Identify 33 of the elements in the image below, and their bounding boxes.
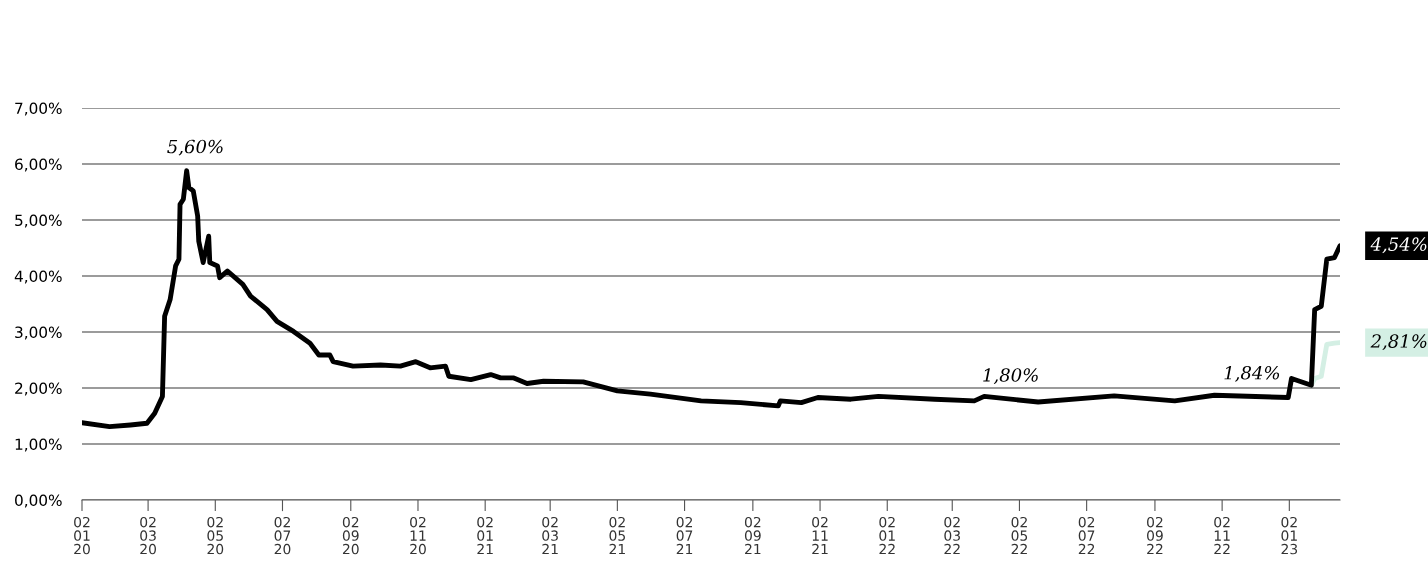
y-tick-label: 6,00% xyxy=(15,158,62,172)
x-tick-label: 02 09 20 xyxy=(342,516,359,555)
x-tick-label: 02 05 21 xyxy=(609,516,625,555)
y-tick-label: 5,00% xyxy=(15,214,62,228)
annotation: 1,80% xyxy=(983,368,1038,385)
x-tick-label: 02 11 21 xyxy=(812,516,828,555)
x-tick-label: 02 01 20 xyxy=(74,516,90,555)
x-tick-label: 02 01 21 xyxy=(477,516,493,555)
x-tick-label: 02 01 23 xyxy=(1281,516,1298,555)
y-tick-label: 2,00% xyxy=(15,382,62,396)
annotation: 5,60% xyxy=(167,139,223,156)
annotation: 1,84% xyxy=(1224,365,1280,382)
x-tick-label: 02 11 20 xyxy=(410,516,426,555)
x-tick-label: 02 07 20 xyxy=(274,516,291,555)
x-tick-label: 02 01 22 xyxy=(879,516,895,555)
x-tick-label: 02 05 22 xyxy=(1011,516,1028,555)
x-tick-label: 02 03 21 xyxy=(542,516,558,555)
x-tick-label: 02 07 22 xyxy=(1078,516,1095,555)
x-tick-label: 02 09 22 xyxy=(1147,516,1163,555)
y-tick-label: 7,00% xyxy=(15,102,62,116)
x-tick-label: 02 11 22 xyxy=(1214,516,1230,555)
x-tick-label: 02 09 21 xyxy=(744,516,761,555)
y-tick-label: 4,00% xyxy=(14,270,62,284)
line-series xyxy=(82,168,1340,430)
x-tick-label: 02 07 21 xyxy=(676,516,693,555)
x-tick-label: 02 05 20 xyxy=(207,516,224,555)
y-tick-label: 3,00% xyxy=(15,326,62,340)
x-tick-label: 02 03 20 xyxy=(140,516,157,555)
text: 4,54% xyxy=(1370,237,1427,254)
y-tick-label: 0,00% xyxy=(15,494,62,508)
y-tick-label: 1,00% xyxy=(15,438,62,452)
x-tick-label: 02 03 22 xyxy=(944,516,960,555)
text: 2,81% xyxy=(1370,334,1427,351)
